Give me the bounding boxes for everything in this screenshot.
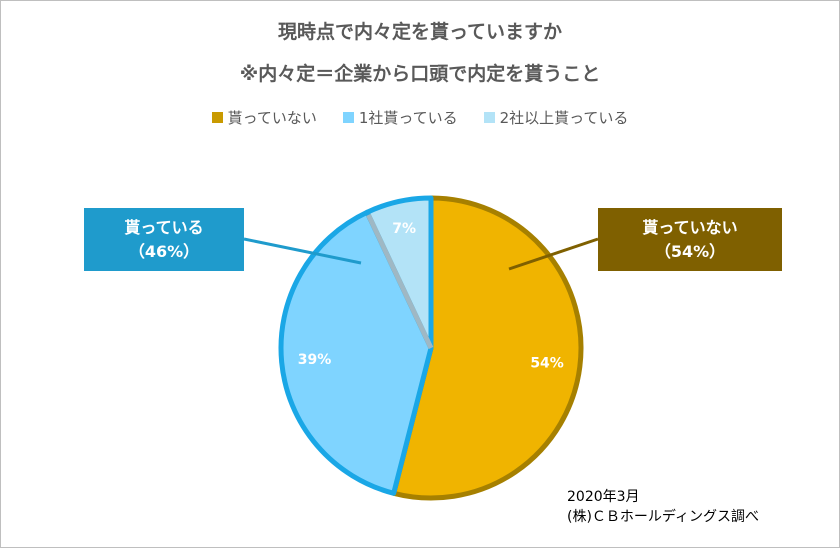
- legend-item-1: 1社貰っている: [342, 106, 458, 128]
- callout-not-received-label: 貰っていない: [642, 217, 738, 237]
- callout-received-label: 貰っている: [124, 217, 204, 237]
- source-org: (株)ＣＢホールディングス調べ: [567, 509, 759, 526]
- callout-not-received: 貰っていない （54%）: [598, 208, 782, 271]
- chart-title: 現時点で内々定を貰っていますか: [277, 21, 563, 43]
- legend-swatch-1: [342, 111, 354, 123]
- source-date: 2020年3月: [567, 489, 640, 505]
- data-label-1: 39%: [298, 352, 332, 368]
- leader-line-left: [243, 237, 362, 265]
- legend-label-1: 1社貰っている: [358, 108, 458, 127]
- callout-received: 貰っている （46%）: [84, 208, 244, 271]
- legend-label-2: 2社以上貰っている: [499, 108, 629, 127]
- pie-slice-1: [278, 209, 434, 496]
- legend: 貰っていない 1社貰っている 2社以上貰っている: [1, 106, 839, 128]
- slice-separator: [366, 213, 434, 350]
- legend-swatch-0: [211, 111, 223, 123]
- callout-not-received-percent: （54%）: [654, 241, 726, 261]
- legend-item-2: 2社以上貰っている: [483, 106, 629, 128]
- legend-item-0: 貰っていない: [211, 106, 317, 128]
- chart-subtitle: ※内々定＝企業から口頭で内定を貰うこと: [239, 63, 601, 85]
- legend-label-0: 貰っていない: [227, 108, 317, 127]
- pie-slice-0: [391, 195, 584, 501]
- leader-line-right: [508, 237, 599, 271]
- source-note: 2020年3月 (株)ＣＢホールディングス調べ: [567, 487, 759, 528]
- callout-received-percent: （46%）: [128, 241, 200, 261]
- data-label-0: 54%: [530, 356, 564, 372]
- legend-swatch-2: [483, 111, 495, 123]
- data-label-2: 7%: [392, 221, 416, 237]
